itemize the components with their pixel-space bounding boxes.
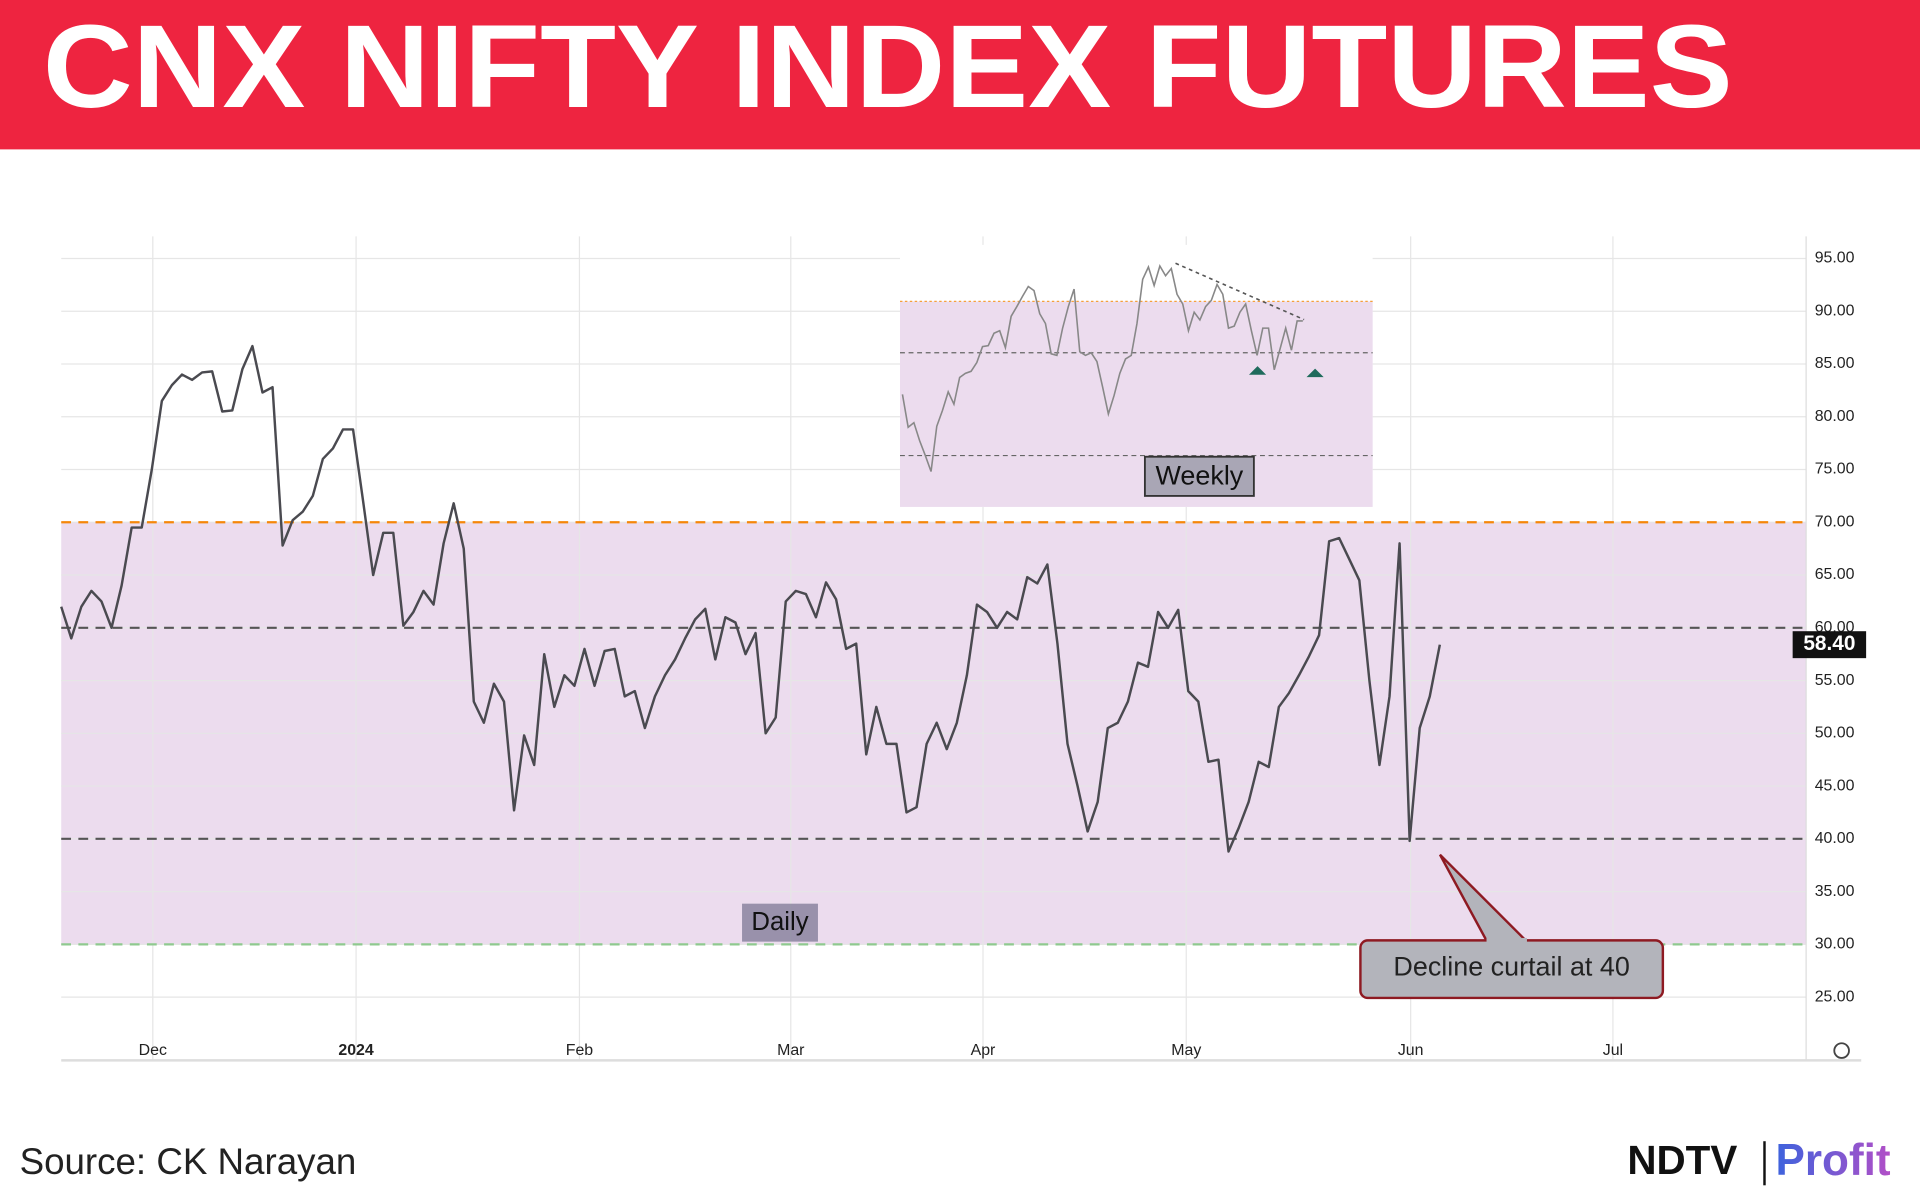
annotation: Decline curtail at 40 [1393, 952, 1629, 982]
callout-joint [1486, 937, 1527, 945]
y-tick-label: 30.00 [1815, 936, 1855, 953]
y-tick-label: 35.00 [1815, 883, 1855, 900]
y-tick-label: 40.00 [1815, 830, 1855, 847]
x-tick-label: Jun [1398, 1042, 1424, 1059]
panel-label: Daily [751, 908, 808, 936]
logo-ndtv: NDTV [1627, 1137, 1737, 1183]
panel-label-box [742, 903, 818, 942]
x-tick-label: Jul [1603, 1042, 1623, 1059]
title: CNX NIFTY INDEX FUTURES [43, 1, 1733, 132]
inset-band [900, 301, 1373, 507]
inset-label-box [1143, 455, 1255, 497]
y-tick-label: 75.00 [1815, 461, 1855, 478]
x-tick-label: Mar [777, 1042, 805, 1059]
inset-line [901, 263, 1303, 472]
y-tick-label: 45.00 [1815, 777, 1855, 794]
x-tick-label: Apr [971, 1042, 996, 1059]
settings-icon[interactable] [1833, 1042, 1850, 1059]
y-tick-label: 95.00 [1815, 250, 1855, 267]
y-tick-label: 90.00 [1815, 302, 1855, 319]
logo-profit: Profit [1776, 1136, 1891, 1185]
x-tick-label: May [1171, 1042, 1201, 1059]
source: Source: CK Narayan [20, 1141, 357, 1182]
y-tick-label: 25.00 [1815, 988, 1855, 1005]
x-tick-label: 2024 [338, 1042, 374, 1059]
y-tick-label: 65.00 [1815, 566, 1855, 583]
y-tick-label: 50.00 [1815, 725, 1855, 742]
last-value-box [1792, 631, 1867, 659]
marker [1306, 368, 1324, 378]
data-line [60, 344, 1442, 853]
trendline [1175, 262, 1305, 321]
last-value-label: 58.40 [1803, 632, 1855, 655]
y-tick-label: 80.00 [1815, 408, 1855, 425]
inset-chart [900, 244, 1373, 507]
plot: 95.0090.0085.0080.0075.0070.0065.0060.00… [60, 236, 1867, 1062]
y-tick-label: 70.00 [1815, 513, 1855, 530]
y-tick-label: 55.00 [1815, 672, 1855, 689]
x-tick-label: Dec [139, 1042, 167, 1059]
marker [1248, 366, 1267, 375]
x-tick-label: Feb [566, 1042, 594, 1059]
header-band [0, 0, 1920, 150]
y-tick-label: 85.00 [1815, 355, 1855, 372]
inset-label: Weekly [1155, 461, 1243, 491]
